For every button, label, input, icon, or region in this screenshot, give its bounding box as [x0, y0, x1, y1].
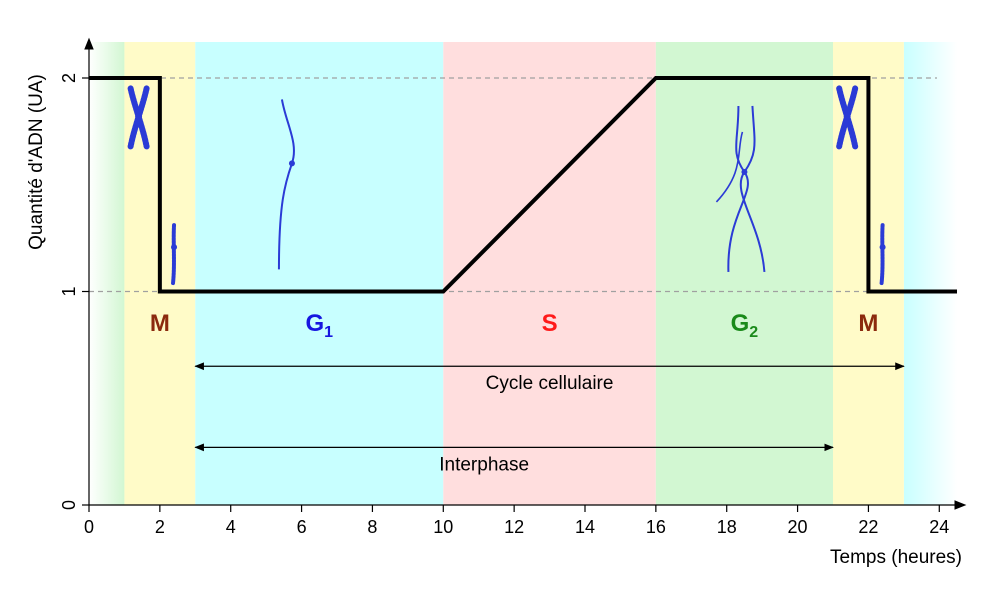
phase-bands — [89, 42, 957, 505]
x-tick-label: 2 — [155, 517, 165, 537]
annotation-text-1: Interphase — [439, 454, 529, 475]
chromosome-single-icon — [879, 223, 886, 286]
x-tick-label: 24 — [929, 517, 949, 537]
x-tick-label: 18 — [717, 517, 737, 537]
chromosome-twisted-icon — [715, 105, 766, 273]
edge-band — [903, 42, 957, 505]
phase-band-s-2 — [443, 42, 656, 505]
x-tick-label: 20 — [788, 517, 808, 537]
phase-label-g2: G2 — [731, 310, 759, 341]
chromosome-x-icon — [127, 85, 150, 150]
chromosome-x-icon — [836, 85, 859, 150]
x-tick-label: 4 — [226, 517, 236, 537]
y-tick-label: 0 — [59, 500, 79, 510]
edge-band — [89, 42, 125, 505]
phase-label-m: M — [858, 310, 878, 337]
dna-series — [89, 76, 957, 294]
x-tick-label: 22 — [858, 517, 878, 537]
chromosome-single-icon — [171, 223, 178, 286]
annotation-text-0: Cycle cellulaire — [486, 373, 614, 394]
phase-label-g1: G1 — [305, 310, 333, 341]
x-tick-label: 12 — [504, 517, 524, 537]
x-tick-label: 6 — [297, 517, 307, 537]
chromosome-long-icon — [277, 99, 295, 270]
phase-label-s: S — [542, 310, 558, 337]
x-tick-label: 16 — [646, 517, 666, 537]
phase-label-m: M — [150, 310, 170, 337]
x-tick-label: 10 — [433, 517, 453, 537]
y-tick-label: 2 — [59, 73, 79, 83]
chromosome-illustrations — [127, 85, 886, 286]
x-tick-label: 8 — [367, 517, 377, 537]
y-axis-title: Quantité d'ADN (UA) — [26, 74, 47, 250]
x-tick-label: 0 — [84, 517, 94, 537]
x-axis-title: Temps (heures) — [830, 547, 962, 568]
annotations: Cycle cellulaire Interphase — [194, 362, 905, 475]
y-tick-label: 1 — [59, 286, 79, 296]
series-line-0 — [89, 76, 957, 294]
x-tick-label: 14 — [575, 517, 595, 537]
phase-band-g2-3 — [655, 42, 833, 505]
phase-band-g1-1 — [195, 42, 444, 505]
phase-labels: M G1 S G2 M — [150, 310, 879, 341]
